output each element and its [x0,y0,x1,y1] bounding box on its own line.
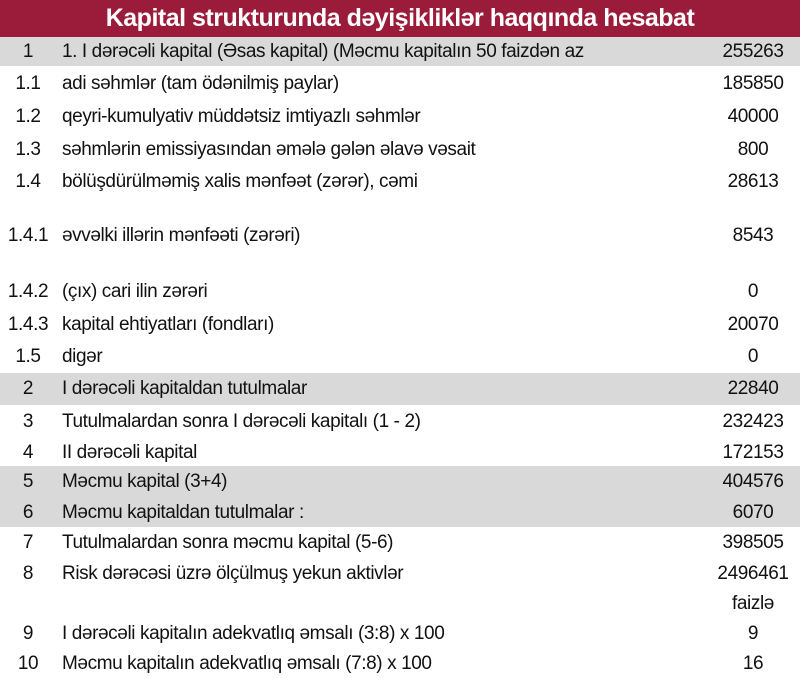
row-value: 2496461 [717,563,789,584]
row-label: Tutulmalardan sonra I dərəcəli kapitalı … [62,411,421,432]
row-index: 7 [22,532,34,553]
table-row: 1.4.1 əvvəlki illərin mənfəəti (zərəri) 85… [0,198,800,274]
row-value: faizlə [732,593,774,614]
row-label: adi səhmlər (tam ödənilmiş paylar) [62,72,339,94]
row-index: 1.4.1 [7,225,49,246]
row-index: 1.2 [15,106,41,127]
table-row: 5 Məcmu kapital (3+4) 404576 [0,466,800,498]
row-value: 8543 [732,225,774,246]
table-row: 6 Məcmu kapitaldan tutulmalar : 6070 [0,498,800,527]
table-row: 2 I dərəcəli kapitaldan tutulmalar 22840 [0,373,800,405]
capital-structure-table: 1 1. I dərəcəli kapital (Əsas kapital) (M… [0,37,800,678]
row-label: Risk dərəcəsi üzrə ölçülmuş yekun aktivl… [62,563,404,584]
row-value: 0 [747,280,759,302]
table-row: 9 I dərəcəli kapitalın adekvatlıq əmsalı … [0,619,800,649]
table-row: 1.4.3 kapital ehtiyatları (fondları) 20070 [0,309,800,341]
row-value: 404576 [722,471,784,492]
row-label: Tutulmalardan sonra məcmu kapital (5-6) [62,532,394,553]
row-index: 9 [22,623,34,644]
row-value: 232423 [722,411,784,432]
row-value: 800 [737,138,769,160]
table-row: 1.4 bölüşdürülməmiş xalis mənfəət (zərər)… [0,166,800,198]
row-label: II dərəcəli kapital [62,441,197,463]
row-index: 1.4 [15,171,41,192]
table-row: 1 1. I dərəcəli kapital (Əsas kapital) (M… [0,37,800,66]
row-label: əvvəlki illərin mənfəəti (zərəri) [62,225,301,246]
row-value: 398505 [722,532,784,553]
row-label: qeyri-kumulyativ müddətsiz imtiyazlı səh… [62,106,421,127]
row-label: bölüşdürülməmiş xalis mənfəət (zərər), c… [62,171,418,192]
row-index: 5 [22,471,34,492]
row-value: 9 [747,623,759,644]
table-row: 1.1 adi səhmlər (tam ödənilmiş paylar) 185… [0,66,800,101]
row-label: kapital ehtiyatları (fondları) [62,314,274,335]
row-index: 1.3 [15,138,41,160]
row-index: 1.4.2 [7,280,49,302]
row-label: 1. I dərəcəli kapital (Əsas kapital) (Mə… [62,40,584,62]
row-label: Məcmu kapitalın adekvatlıq əmsalı (7:8) … [62,652,432,674]
row-index: 1.4.3 [7,314,49,335]
table-row: 3 Tutulmalardan sonra I dərəcəli kapitalı… [0,405,800,439]
row-label: səhmlərin emissiyasından əmələ gələn əla… [62,138,476,160]
row-value: 40000 [727,106,779,127]
table-row: faizlə [0,589,800,619]
row-label: I dərəcəli kapitalın adekvatlıq əmsalı (… [62,623,445,644]
row-value: 22840 [727,378,779,399]
row-value: 6070 [732,501,774,523]
row-index: 1 [22,40,34,62]
report-title: Kapital strukturunda dəyişikliklər haqqı… [0,0,800,37]
table-row: 1.4.2 (çıx) cari ilin zərəri 0 [0,274,800,309]
table-row: 7 Tutulmalardan sonra məcmu kapital (5-6)… [0,527,800,559]
table-row: 4 II dərəcəli kapital 172153 [0,439,800,466]
row-label: digər [62,346,103,367]
row-index: 10 [17,652,39,674]
row-value: 255263 [722,40,784,62]
row-index: 1.5 [15,346,41,367]
row-label: I dərəcəli kapitaldan tutulmalar [62,378,307,399]
row-index: 4 [22,441,34,463]
row-value: 16 [742,652,764,674]
table-row: 8 Risk dərəcəsi üzrə ölçülmuş yekun aktiv… [0,559,800,589]
row-value: 20070 [727,314,779,335]
row-index: 3 [22,411,34,432]
row-value: 0 [747,346,759,367]
row-index: 2 [22,378,34,399]
row-label: Məcmu kapital (3+4) [62,471,228,492]
table-row: 1.3 səhmlərin emissiyasından əmələ gələn … [0,133,800,166]
row-value: 28613 [727,171,779,192]
row-value: 172153 [722,441,784,463]
row-index: 8 [22,563,34,584]
table-row: 10 Məcmu kapitalın adekvatlıq əmsalı (7:8… [0,649,800,678]
row-label: Məcmu kapitaldan tutulmalar : [62,501,304,523]
row-value: 185850 [722,72,784,94]
table-row: 1.5 digər 0 [0,341,800,373]
row-index: 1.1 [15,72,41,94]
table-row: 1.2 qeyri-kumulyativ müddətsiz imtiyazlı … [0,101,800,133]
row-index: 6 [22,501,34,523]
row-label: (çıx) cari ilin zərəri [62,280,208,302]
